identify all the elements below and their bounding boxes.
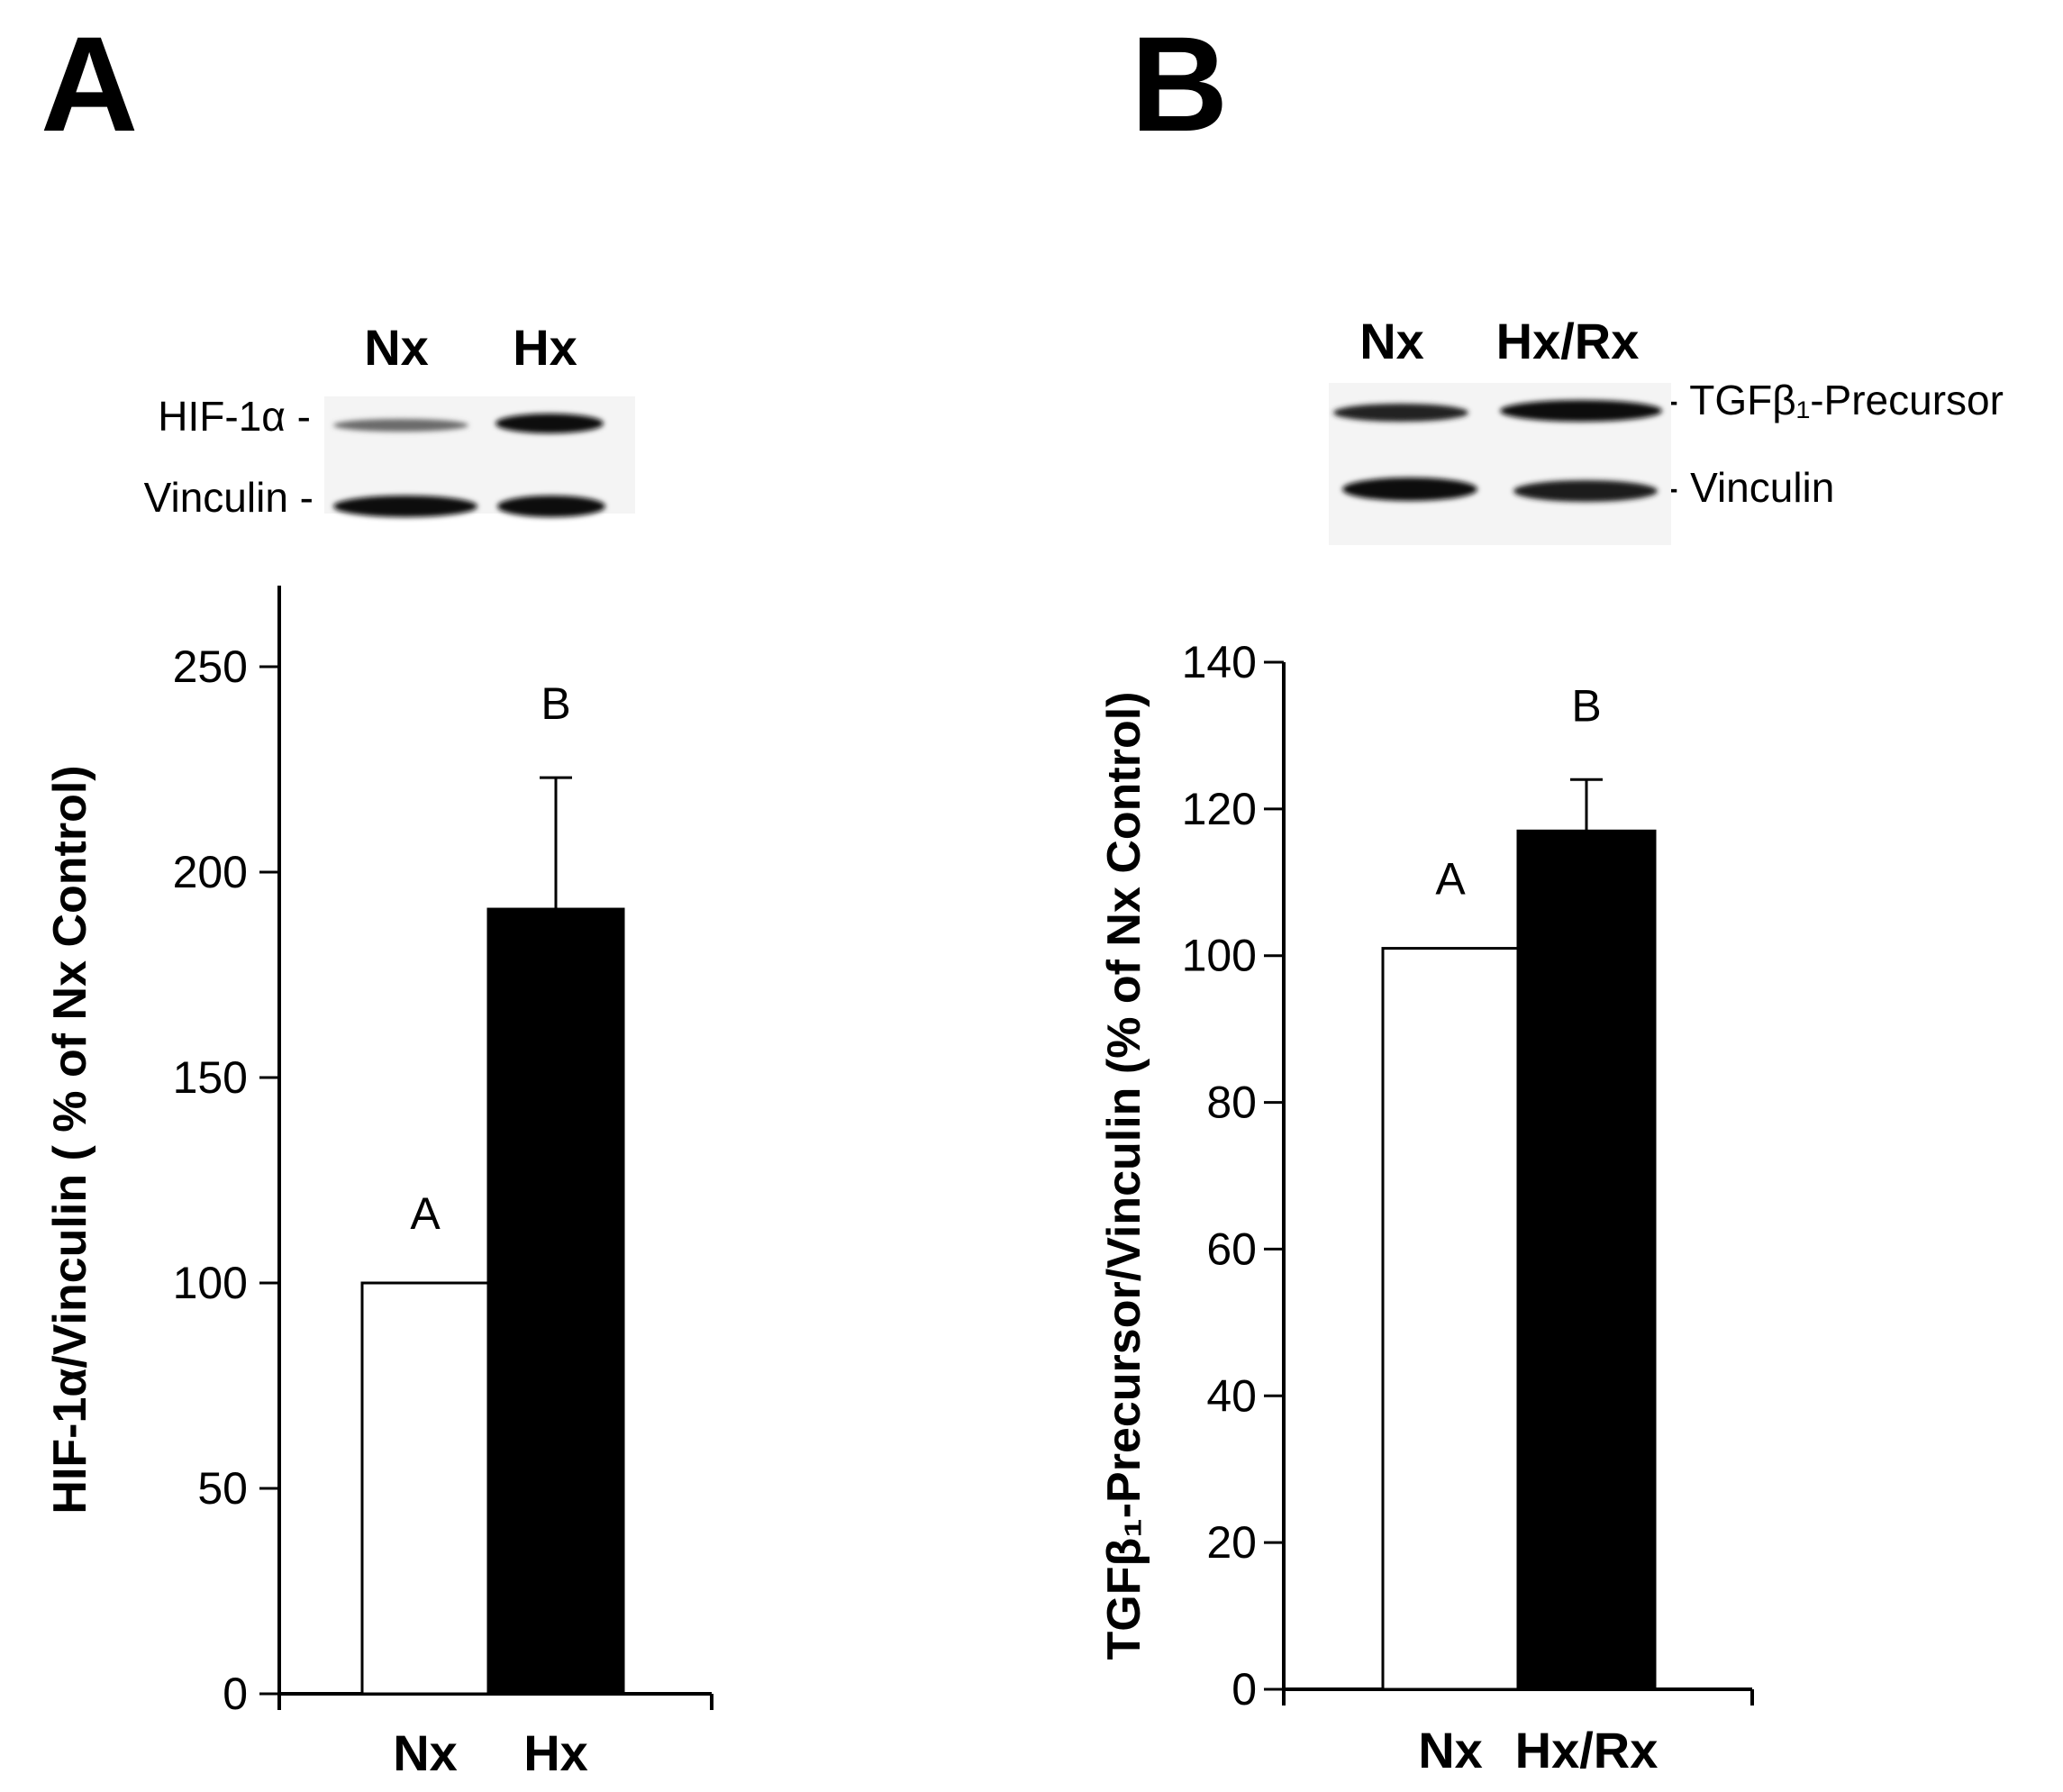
blot-b-band [1500, 400, 1662, 422]
bar-chart-a: 0 50 100 150 200 250 A Nx B Hx HIF-1α/Vinculin ( %… [44, 586, 713, 1781]
y-tick-label: 40 [1206, 1370, 1257, 1421]
blot-b-lane-label: Hx/Rx [1496, 313, 1640, 369]
blot-a-band [497, 496, 605, 517]
y-tick-label: 60 [1206, 1223, 1257, 1274]
blot-a-band [495, 414, 604, 433]
x-category-label: Nx [1418, 1722, 1483, 1778]
y-tick-label: 150 [173, 1052, 248, 1103]
y-axis-title: TGFβ₁-Precursor/Vinculin (% of Nx Contro… [1098, 691, 1150, 1660]
bar [1516, 829, 1657, 1691]
blot-a-row-label: HIF-1α - [158, 393, 311, 440]
y-tick-label: 80 [1206, 1078, 1257, 1128]
significance-letter: A [1435, 854, 1466, 905]
y-tick-label: 0 [223, 1669, 248, 1719]
blot-a-lane-label: Hx [513, 319, 577, 376]
blot-b-band [1513, 480, 1658, 502]
y-tick-label: 250 [173, 641, 248, 692]
blot-b-band [1342, 478, 1477, 501]
x-category-label: Hx [523, 1724, 588, 1781]
bar-chart-b: 0 20 40 60 80 100 120 140 A Nx B Hx/Rx TGFβ₁-Precurs… [1098, 637, 1754, 1778]
blot-a-lane-label: Nx [364, 319, 429, 376]
blot-b-lane-label: Nx [1359, 313, 1424, 369]
blot-b-row-label: - Vinculin [1665, 464, 1834, 511]
y-tick-label: 100 [1182, 931, 1257, 981]
blot-a-row-label: Vinculin - [144, 474, 314, 521]
y-tick-label: 20 [1206, 1517, 1257, 1568]
bar [486, 907, 625, 1696]
western-blot-b: Nx Hx/Rx - TGFβ₁-Precursor - Vinculin [1329, 313, 2004, 545]
y-tick-label: 120 [1182, 784, 1257, 834]
y-tick-label: 50 [197, 1463, 248, 1514]
x-category-label: Nx [393, 1724, 458, 1781]
western-blot-a: Nx Hx HIF-1α - Vinculin - [144, 319, 635, 521]
significance-letter: B [541, 678, 570, 729]
y-tick-label: 200 [173, 847, 248, 897]
blot-b-row-label: - TGFβ₁-Precursor [1665, 377, 2004, 423]
significance-letter: A [410, 1188, 441, 1239]
bar [1381, 947, 1520, 1691]
y-tick-label: 100 [173, 1258, 248, 1308]
bar [360, 1281, 490, 1696]
y-axis-title: HIF-1α/Vinculin ( % of Nx Control) [44, 765, 96, 1514]
panel-letter-b: B [1131, 8, 1228, 159]
panel-letter-a: A [41, 8, 138, 159]
significance-letter: B [1571, 680, 1601, 731]
y-tick-label: 140 [1182, 637, 1257, 687]
x-category-label: Hx/Rx [1515, 1722, 1659, 1778]
blot-a-band [333, 419, 468, 432]
blot-b-band [1333, 404, 1468, 422]
y-tick-label: 0 [1231, 1664, 1257, 1715]
blot-a-band [333, 496, 477, 517]
blot-a-membrane [324, 396, 635, 514]
